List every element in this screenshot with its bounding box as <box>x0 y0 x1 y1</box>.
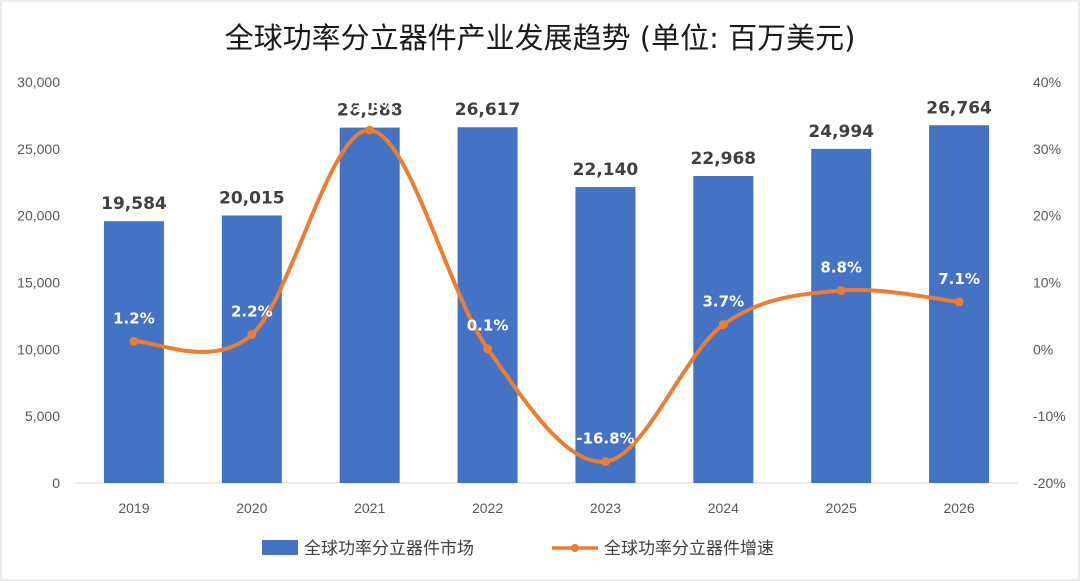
y-left-tick-label: 5,000 <box>25 408 60 424</box>
bar-2021 <box>339 127 400 484</box>
y-left-tick-label: 30,000 <box>17 74 60 90</box>
bar-value-label: 22,140 <box>573 160 639 180</box>
growth-point-2023 <box>600 457 610 467</box>
bar-value-label: 22,968 <box>691 149 757 169</box>
x-tick-label: 2024 <box>708 500 739 516</box>
growth-value-label: 2.2% <box>231 303 273 321</box>
y-left-tick-label: 20,000 <box>17 208 60 224</box>
x-tick-label: 2021 <box>354 500 385 516</box>
y-right-tick-label: 40% <box>1033 74 1061 90</box>
bar-value-label: 24,994 <box>808 122 874 142</box>
y-right-tick-label: 30% <box>1033 141 1061 157</box>
bar-2022 <box>457 127 518 484</box>
legend-label-market: 全球功率分立器件市场 <box>304 539 474 559</box>
bar-2020 <box>221 215 282 483</box>
bar-value-label: 26,588 <box>337 101 403 121</box>
legend-swatch-bar <box>262 540 298 555</box>
y-left-tick-label: 25,000 <box>17 141 60 157</box>
bar-2023 <box>575 187 636 483</box>
growth-point-2020 <box>247 330 257 340</box>
x-tick-label: 2022 <box>472 500 503 516</box>
bar-value-label: 19,584 <box>101 194 167 214</box>
growth-value-label: 32.8% <box>344 98 396 116</box>
growth-point-2024 <box>718 320 728 330</box>
growth-line <box>131 128 962 464</box>
y-right-tick-label: -10% <box>1033 408 1066 424</box>
x-tick-label: 2020 <box>236 500 267 516</box>
data-labels: 19,584 20,015 26,588 26,617 22,140 22,968 24,9… <box>101 98 992 447</box>
growth-point-2026 <box>954 297 964 307</box>
bar-series <box>103 125 990 484</box>
y-left-tick-label: 15,000 <box>17 275 60 291</box>
growth-value-label: 8.8% <box>820 259 862 277</box>
growth-point-2025 <box>836 286 846 296</box>
growth-value-label: 7.1% <box>938 270 980 288</box>
chart-title: 全球功率分立器件产业发展趋势 (单位: 百万美元) <box>225 21 856 55</box>
bar-2024 <box>693 175 754 484</box>
x-tick-label: 2025 <box>826 500 857 516</box>
x-tick-label: 2026 <box>943 500 974 516</box>
y-right-tick-label: 10% <box>1033 275 1061 291</box>
growth-value-label: 0.1% <box>467 317 509 335</box>
bar-value-label: 20,015 <box>219 188 285 208</box>
bar-value-label: 26,764 <box>926 98 992 118</box>
legend-label-growth: 全球功率分立器件增速 <box>604 539 774 559</box>
growth-point-2022 <box>483 344 493 354</box>
growth-value-label: 3.7% <box>703 293 745 311</box>
x-tick-label: 2019 <box>118 500 149 516</box>
y-left-tick-label: 0 <box>52 475 60 491</box>
bar-value-label: 26,617 <box>455 100 521 120</box>
growth-value-label: 1.2% <box>113 309 155 327</box>
bar-2019 <box>103 221 164 483</box>
legend: 全球功率分立器件市场 全球功率分立器件增速 <box>262 539 774 559</box>
growth-point-2019 <box>129 336 139 346</box>
y-right-tick-label: 0% <box>1033 341 1053 357</box>
y-right-tick-label: -20% <box>1033 475 1066 491</box>
bar-2025 <box>811 148 872 484</box>
y-right-tick-label: 20% <box>1033 208 1061 224</box>
y-left-tick-label: 10,000 <box>17 341 60 357</box>
legend-marker-line <box>571 544 579 552</box>
growth-point-2021 <box>365 125 375 135</box>
x-tick-label: 2023 <box>590 500 621 516</box>
line-series <box>129 125 964 467</box>
growth-value-label: -16.8% <box>576 430 634 448</box>
